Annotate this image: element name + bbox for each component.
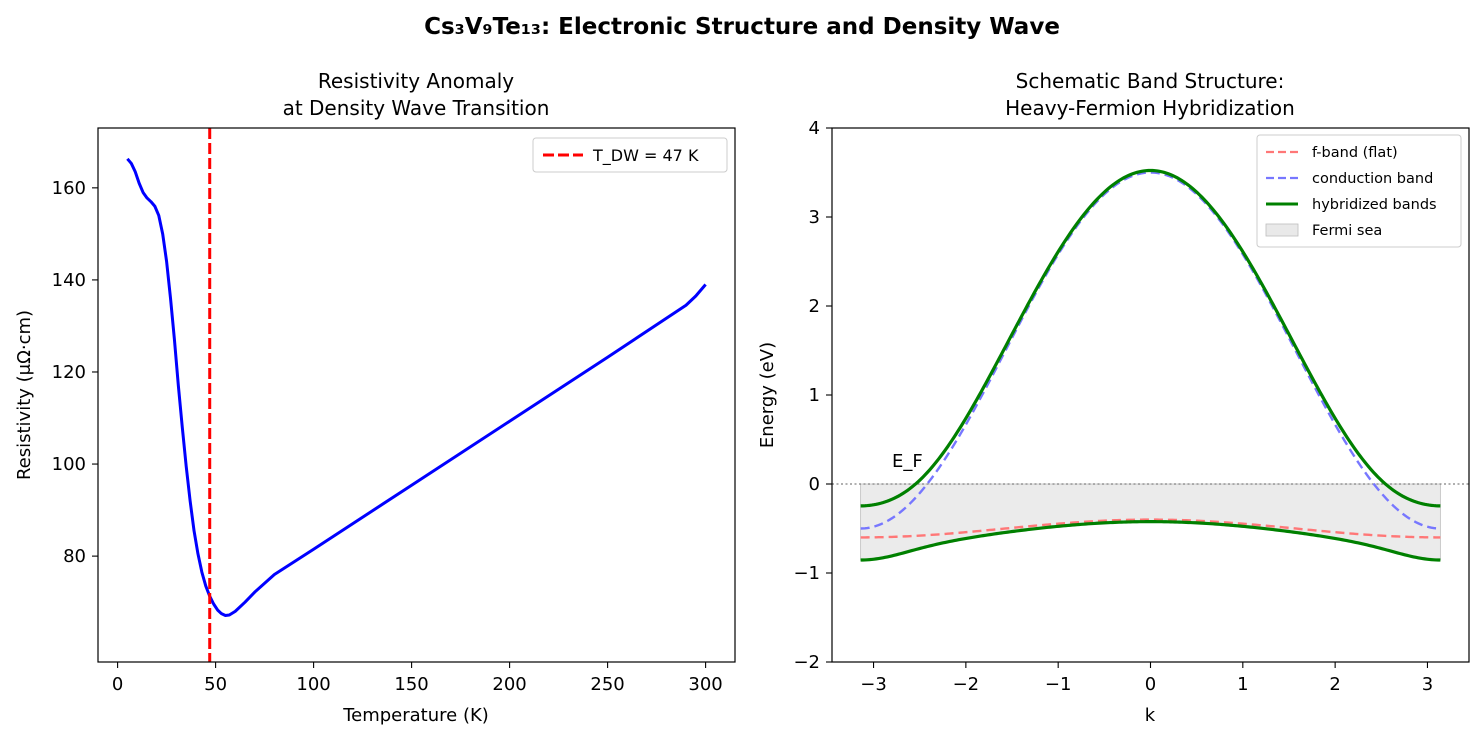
resistivity-legend-box <box>532 137 728 173</box>
band-ticks: −3 −2 −1 0 1 2 3 −2 −1 0 1 2 3 4 <box>793 118 1433 695</box>
band-title-line1: Schematic Band Structure: <box>1016 69 1285 93</box>
y-tick-label: −1 <box>793 563 820 584</box>
legend-fermi-label: Fermi sea <box>1312 223 1382 239</box>
legend-fermi-swatch <box>1265 223 1299 237</box>
x-tick-label: 250 <box>590 674 624 695</box>
y-tick-label: 140 <box>52 270 86 291</box>
x-tick-label: 100 <box>296 674 330 695</box>
x-tick-label: 200 <box>492 674 526 695</box>
hybridized-lower-band <box>860 520 1441 562</box>
x-tick-label: −2 <box>953 674 980 695</box>
x-tick-label: −3 <box>860 674 887 695</box>
legend-conduction-label: conduction band <box>1312 171 1433 187</box>
band-legend: f-band (flat) conduction band hybridized… <box>1256 134 1462 248</box>
y-tick-label: 160 <box>52 178 86 199</box>
y-tick-label: 120 <box>52 362 86 383</box>
resistivity-plot-area <box>126 128 707 662</box>
x-tick-label: 3 <box>1422 674 1433 695</box>
y-tick-label: 2 <box>809 296 820 317</box>
legend-hybrid-label: hybridized bands <box>1312 197 1437 213</box>
band-plot-area <box>832 168 1469 562</box>
conduction-band-curve <box>860 171 1441 530</box>
x-tick-label: 0 <box>1145 674 1156 695</box>
y-tick-label: 0 <box>809 474 820 495</box>
resistivity-curve <box>126 157 707 618</box>
x-tick-label: 300 <box>688 674 722 695</box>
band-title-line2: Heavy-Fermion Hybridization <box>1005 96 1295 120</box>
y-tick-label: −2 <box>793 652 820 673</box>
band-axes-frame <box>831 127 1470 663</box>
resistivity-title-line2: at Density Wave Transition <box>283 96 550 120</box>
y-tick-label: 1 <box>809 385 820 406</box>
legend-tdw-label: T_DW = 47 K <box>592 146 699 166</box>
band-panel: Schematic Band Structure: Heavy-Fermion … <box>757 69 1470 726</box>
band-xlabel: k <box>1145 705 1156 726</box>
resistivity-axes-frame <box>97 127 736 663</box>
resistivity-legend: T_DW = 47 K <box>532 137 728 173</box>
figure-title: Cs₃V₉Te₁₃: Electronic Structure and Dens… <box>424 14 1060 40</box>
resistivity-panel: Resistivity Anomaly at Density Wave Tran… <box>14 69 736 726</box>
y-tick-label: 3 <box>809 207 820 228</box>
resistivity-title-line1: Resistivity Anomaly <box>318 69 514 93</box>
y-tick-label: 100 <box>52 454 86 475</box>
band-legend-box <box>1256 134 1462 248</box>
y-tick-label: 80 <box>63 546 86 567</box>
x-tick-label: −1 <box>1045 674 1072 695</box>
legend-fband-label: f-band (flat) <box>1312 145 1398 161</box>
resistivity-xlabel: Temperature (K) <box>342 705 489 726</box>
x-tick-label: 0 <box>112 674 123 695</box>
hybridized-upper-band <box>860 168 1441 508</box>
f-band-curve <box>860 518 1441 539</box>
resistivity-ylabel: Resistivity (μΩ·cm) <box>14 310 35 480</box>
x-tick-label: 50 <box>204 674 227 695</box>
x-tick-label: 2 <box>1329 674 1340 695</box>
resistivity-ticks: 0 50 100 150 200 250 300 80 100 120 140 160 <box>52 178 723 695</box>
y-tick-label: 4 <box>809 118 820 139</box>
band-ylabel: Energy (eV) <box>757 342 778 448</box>
fermi-level-annotation: E_F <box>892 451 923 472</box>
x-tick-label: 1 <box>1237 674 1248 695</box>
x-tick-label: 150 <box>394 674 428 695</box>
